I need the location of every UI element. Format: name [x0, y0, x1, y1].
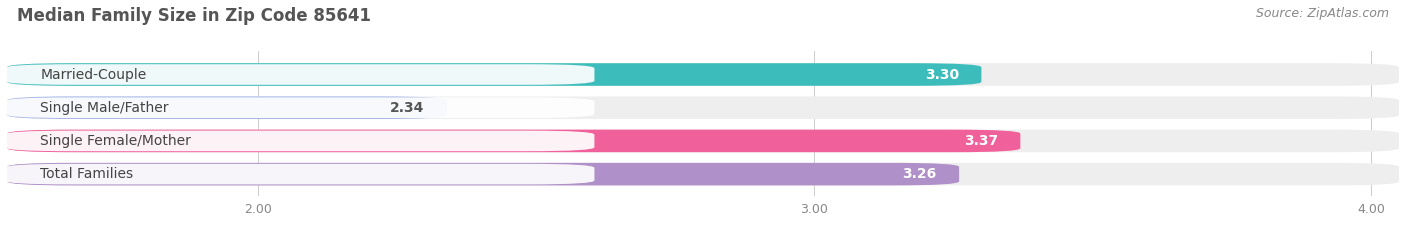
Text: Married-Couple: Married-Couple — [41, 68, 146, 82]
FancyBboxPatch shape — [7, 63, 1399, 86]
FancyBboxPatch shape — [4, 131, 595, 151]
FancyBboxPatch shape — [7, 130, 1399, 152]
Text: Total Families: Total Families — [41, 167, 134, 181]
FancyBboxPatch shape — [7, 163, 959, 185]
FancyBboxPatch shape — [4, 164, 595, 185]
FancyBboxPatch shape — [7, 96, 1399, 119]
FancyBboxPatch shape — [4, 64, 595, 85]
Text: Median Family Size in Zip Code 85641: Median Family Size in Zip Code 85641 — [17, 7, 371, 25]
FancyBboxPatch shape — [7, 163, 1399, 185]
Text: Single Female/Mother: Single Female/Mother — [41, 134, 191, 148]
Text: 3.26: 3.26 — [903, 167, 936, 181]
Text: 3.37: 3.37 — [965, 134, 998, 148]
Text: 3.30: 3.30 — [925, 68, 959, 82]
FancyBboxPatch shape — [4, 97, 595, 118]
Text: Single Male/Father: Single Male/Father — [41, 101, 169, 115]
Text: 2.34: 2.34 — [391, 101, 425, 115]
FancyBboxPatch shape — [7, 63, 981, 86]
FancyBboxPatch shape — [7, 96, 447, 119]
FancyBboxPatch shape — [7, 130, 1021, 152]
Text: Source: ZipAtlas.com: Source: ZipAtlas.com — [1256, 7, 1389, 20]
